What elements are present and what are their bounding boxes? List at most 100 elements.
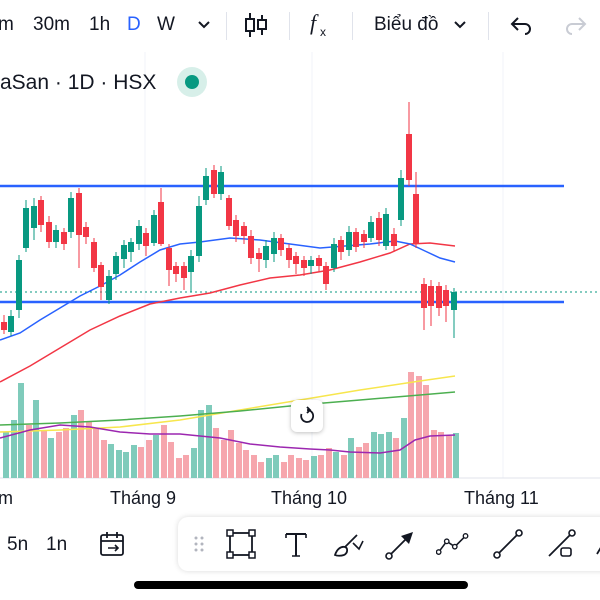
volume-bar — [386, 432, 392, 478]
volume-bar — [183, 455, 189, 478]
candle — [23, 208, 29, 248]
timeframe-day[interactable]: D — [127, 14, 141, 35]
symbol-title[interactable]: aSan · 1D · HSX — [0, 71, 157, 94]
volume-bar — [333, 452, 339, 478]
candle — [166, 248, 172, 270]
rectangle-icon[interactable] — [224, 527, 258, 561]
chevron-down-icon[interactable] — [445, 10, 475, 40]
candles — [1, 102, 457, 338]
ray-icon[interactable] — [545, 527, 579, 561]
volume-bar — [168, 442, 174, 478]
range-1d-button[interactable]: 1n — [46, 534, 68, 555]
brush-icon[interactable] — [331, 527, 365, 561]
calendar-goto-icon[interactable] — [96, 527, 130, 561]
volume-bar — [18, 383, 24, 478]
arrow-line-icon[interactable] — [384, 527, 418, 561]
volume-bar — [303, 460, 309, 478]
candle — [68, 198, 74, 232]
reset-chart-button[interactable] — [291, 400, 323, 432]
indicators-fx-icon[interactable]: f x — [305, 10, 335, 40]
volume-bar — [33, 400, 39, 478]
price-chart[interactable] — [0, 52, 600, 482]
volume-bar — [101, 440, 107, 478]
volume-bar — [311, 456, 317, 478]
candle — [151, 215, 157, 243]
svg-text:x: x — [320, 25, 326, 39]
volume-bar — [453, 433, 459, 478]
volume-bar — [266, 458, 272, 478]
candle — [173, 266, 179, 274]
candle — [218, 172, 224, 194]
candle — [391, 234, 397, 246]
volume-bar — [348, 438, 354, 478]
volume-bar — [431, 430, 437, 478]
timeframe-30m[interactable]: 30m — [33, 14, 70, 35]
volume-bar — [213, 428, 219, 478]
timeframe-minute[interactable]: m — [0, 14, 14, 35]
volume-bar — [236, 443, 242, 478]
volume-bar — [108, 444, 114, 478]
path-icon[interactable] — [436, 527, 470, 561]
drag-handle-icon[interactable] — [182, 527, 216, 561]
volume-bar — [78, 410, 84, 478]
volume-bar — [86, 422, 92, 478]
yellow-moving-average-line — [0, 375, 456, 433]
candle — [38, 200, 44, 225]
volume-bar — [221, 440, 227, 478]
volume-bar — [63, 428, 69, 478]
candle — [226, 198, 232, 226]
candle — [323, 266, 329, 284]
text-icon[interactable] — [279, 527, 313, 561]
candle — [136, 226, 142, 244]
undo-icon[interactable] — [506, 10, 536, 40]
timeframe-1h[interactable]: 1h — [89, 14, 111, 35]
volume-bar — [281, 462, 287, 478]
volume-bar — [408, 372, 414, 478]
candle — [383, 214, 389, 246]
volume-bar — [243, 450, 249, 478]
trend-line-icon[interactable] — [491, 527, 525, 561]
timeframe-week[interactable]: W — [157, 14, 175, 35]
green-moving-average-line — [0, 391, 456, 426]
candle — [376, 218, 382, 240]
volume-bar — [251, 455, 257, 478]
candle — [346, 232, 352, 250]
volume-bar — [356, 447, 362, 478]
candle — [361, 234, 367, 242]
volume-bar — [206, 405, 212, 478]
redo-icon[interactable] — [561, 10, 591, 40]
candle — [428, 286, 434, 306]
home-indicator[interactable] — [134, 581, 468, 589]
candle — [233, 220, 239, 236]
candle — [398, 178, 404, 220]
candle — [98, 265, 104, 287]
candle — [76, 193, 82, 235]
divider — [226, 12, 227, 40]
cursor-icon[interactable] — [586, 527, 600, 561]
volume-bar — [123, 452, 129, 478]
volume-bar — [138, 447, 144, 478]
volume-bar — [326, 448, 332, 478]
volume-bar — [153, 435, 159, 478]
candles-icon[interactable] — [241, 10, 271, 40]
volume-bar — [93, 428, 99, 478]
candle — [16, 260, 22, 310]
volume-bar — [131, 445, 137, 478]
candle — [241, 226, 247, 236]
chart-type-select[interactable]: Biểu đồ — [374, 14, 439, 35]
red-moving-average-line — [0, 242, 456, 383]
volume-bar — [228, 430, 234, 478]
candle — [31, 206, 37, 228]
candle — [368, 222, 374, 238]
volume-bar — [288, 455, 294, 478]
svg-text:f: f — [310, 10, 319, 35]
volume-bar — [378, 434, 384, 478]
volume-bar — [56, 432, 62, 478]
range-5d-button[interactable]: 5n — [7, 534, 29, 555]
candle — [181, 266, 187, 278]
volume-bar — [146, 440, 152, 478]
candle — [106, 276, 112, 300]
chevron-down-icon[interactable] — [189, 10, 219, 40]
candle — [271, 238, 277, 254]
candle — [143, 233, 149, 246]
